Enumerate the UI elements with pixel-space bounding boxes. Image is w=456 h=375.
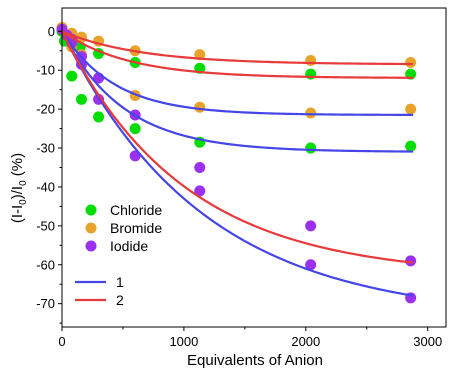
data-point-iodide-15 (405, 255, 417, 267)
x-tick-label-2: 2000 (291, 334, 320, 349)
axes: 0 1000 2000 3000 0 -10 -20 -30 -40 -50 -60 -70 (36, 7, 447, 349)
x-tick-label-1: 1000 (169, 334, 198, 349)
y-tick-label-0: 0 (48, 24, 55, 39)
data-point-iodide-13 (194, 162, 206, 173)
data-point-chloride-5 (129, 123, 141, 135)
legend-label-iodide: Iodide (110, 238, 148, 254)
fit-curve-2-2 (61, 30, 414, 264)
x-tick-label-0: 0 (58, 334, 65, 349)
fit-curve-2-0 (61, 30, 414, 66)
fit-curve-1-0 (61, 30, 414, 153)
data-point-chloride-7 (305, 142, 317, 154)
y-tick-label-2: -20 (36, 102, 55, 117)
data-point-iodide-7 (305, 259, 317, 271)
y-tick-label-3: -30 (36, 141, 55, 156)
legend-marker-bromide (85, 222, 97, 234)
data-point-chloride-8 (405, 140, 417, 152)
data-point-bromide-7 (305, 55, 317, 67)
data-point-iodide-6 (194, 185, 206, 197)
legend: Chloride Bromide Iodide 1 2 (75, 202, 162, 308)
y-tick-label-1: -10 (36, 63, 55, 78)
y-axis-title: (I-I0)/I0 (%) (9, 153, 29, 223)
plot-area (56, 21, 417, 304)
legend-label-fit-2: 2 (116, 292, 124, 308)
data-point-chloride-3 (76, 93, 88, 105)
legend-label-fit-1: 1 (116, 274, 124, 290)
y-tick-label-6: -60 (36, 257, 55, 272)
data-point-bromide-15 (405, 103, 417, 115)
data-point-bromide-13 (194, 101, 206, 113)
y-tick-label-7: -70 (36, 296, 55, 311)
data-point-iodide-14 (305, 220, 317, 232)
data-point-chloride-2 (66, 70, 78, 82)
fit-curve-1-1 (61, 30, 414, 116)
data-point-chloride-4 (93, 111, 105, 123)
y-tick-label-4: -40 (36, 179, 55, 194)
data-point-bromide-14 (305, 107, 317, 119)
legend-label-chloride: Chloride (110, 202, 162, 218)
fit-curve-1-2 (61, 30, 414, 297)
legend-marker-iodide (85, 240, 97, 252)
legend-marker-chloride (85, 204, 97, 216)
fit-curve-2-1 (61, 30, 414, 79)
x-axis-title: Equivalents of Anion (187, 352, 323, 369)
y-axis-title-group: (I-I0)/I0 (%) (9, 153, 29, 223)
legend-label-bromide: Bromide (110, 220, 162, 236)
x-tick-label-3: 3000 (413, 334, 442, 349)
y-tick-label-5: -50 (36, 218, 55, 233)
data-point-bromide-8 (405, 56, 417, 68)
